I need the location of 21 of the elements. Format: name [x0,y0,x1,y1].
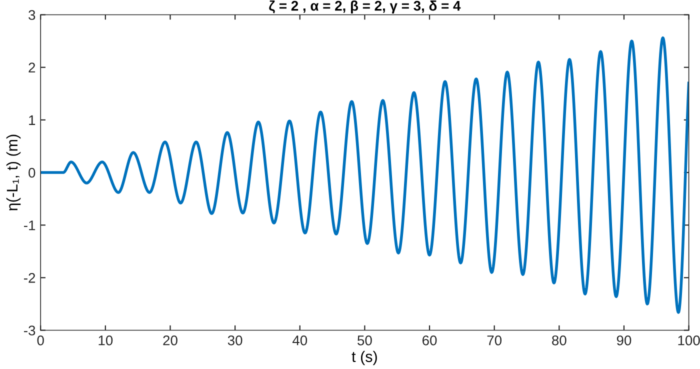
x-tick-label: 80 [552,335,566,346]
y-tick-label: 3 [28,10,36,20]
x-tick-label: 40 [292,335,308,346]
y-tick-label: 1 [29,115,36,125]
y-tick-label: 2 [28,62,36,72]
x-axis-title: t (s) [352,350,377,366]
y-tick-label: -2 [24,273,36,283]
x-tick-label: 0 [37,335,44,346]
y-tick-label: -1 [24,220,36,230]
y-tick-label: 0 [28,168,36,178]
x-tick-label: 50 [358,335,372,346]
x-tick-label: 10 [98,335,113,346]
x-tick-label: 100 [678,335,700,346]
x-tick-label: 30 [228,335,242,346]
x-tick-label: 70 [487,335,502,346]
y-axis-title: η(-L₁, t) (m) [6,134,21,210]
y-tick-label: -3 [24,326,36,336]
x-tick-label: 20 [163,335,178,346]
chart-title: ζ = 2 , α = 2, β = 2, γ = 3, δ = 4 [269,0,461,14]
x-tick-label: 90 [616,335,632,346]
x-tick-label: 60 [422,335,437,346]
